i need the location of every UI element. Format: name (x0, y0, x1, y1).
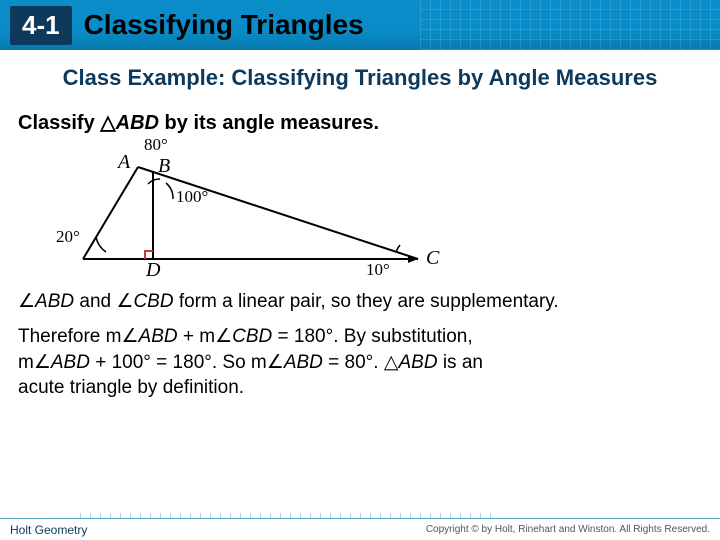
angle-symbol: ∠ (121, 326, 138, 347)
label-D: D (146, 259, 160, 282)
p2-l2b: + 100° = 180°. So m (90, 352, 267, 373)
header-title: Classifying Triangles (84, 9, 364, 41)
prompt-lead: Classify (18, 112, 100, 134)
p2-tri: ABD (398, 352, 437, 373)
angle-symbol: ∠ (18, 291, 35, 312)
p2-l1b: + m (178, 326, 215, 347)
triangle-symbol: △ (384, 352, 399, 373)
p2-a3: ABD (51, 352, 90, 373)
p2-a2: CBD (232, 326, 272, 347)
angle-symbol: ∠ (267, 352, 284, 373)
angle-symbol: ∠ (116, 291, 133, 312)
prompt-tail: by its angle measures. (159, 112, 379, 134)
p2-l3: acute triangle by definition. (18, 377, 244, 398)
angle-symbol: ∠ (215, 326, 232, 347)
footer-brand: Holt Geometry (10, 523, 87, 537)
section-number: 4-1 (10, 6, 72, 45)
triangle-symbol: △ (100, 112, 115, 134)
example-title: Class Example: Classifying Triangles by … (18, 64, 702, 92)
p2-l2d: is an (438, 352, 483, 373)
slide-content: Class Example: Classifying Triangles by … (0, 50, 720, 401)
angle-80: 80° (144, 135, 168, 155)
slide-footer: Holt Geometry Copyright © by Holt, Rineh… (0, 518, 720, 540)
classify-prompt: Classify △ABD by its angle measures. (18, 110, 702, 135)
p1-ang1: ABD (35, 291, 74, 312)
header-grid-decoration (420, 0, 720, 50)
prompt-triangle: ABD (116, 112, 159, 134)
angle-symbol: ∠ (34, 352, 51, 373)
footer-copyright: Copyright © by Holt, Rinehart and Winsto… (426, 524, 710, 535)
p2-a1: ABD (139, 326, 178, 347)
angle-100: 100° (176, 187, 208, 207)
triangle-figure: A B C D 80° 20° 100° 10° (48, 149, 448, 279)
label-A: A (118, 151, 130, 174)
paragraph-1: ∠ABD and ∠CBD form a linear pair, so the… (18, 289, 702, 315)
p2-l2c: = 80°. (323, 352, 384, 373)
angle-20: 20° (56, 227, 80, 247)
p2-a4: ABD (284, 352, 323, 373)
p1-mid: and (74, 291, 116, 312)
angle-10: 10° (366, 260, 390, 280)
p1-ang2: CBD (133, 291, 173, 312)
label-C: C (426, 247, 439, 270)
paragraph-2: Therefore m∠ABD + m∠CBD = 180°. By subst… (18, 324, 702, 401)
footer-grid-decoration (80, 513, 500, 519)
slide-header: 4-1 Classifying Triangles (0, 0, 720, 50)
p1-tail: form a linear pair, so they are suppleme… (174, 291, 559, 312)
p2-l1a: Therefore m (18, 326, 121, 347)
label-B: B (158, 155, 170, 178)
p2-l1c: = 180°. By substitution, (272, 326, 472, 347)
p2-l2a: m (18, 352, 34, 373)
